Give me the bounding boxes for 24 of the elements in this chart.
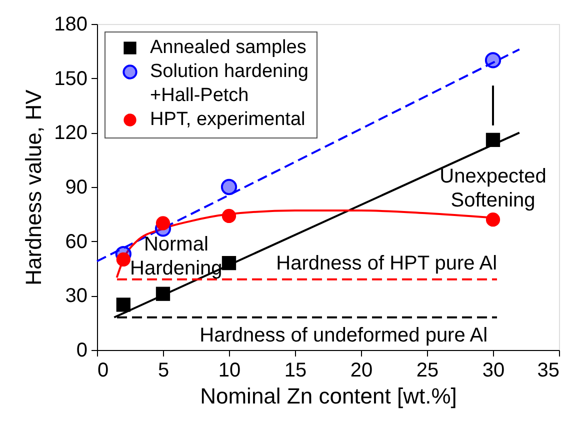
y-tick-label: 120 <box>54 122 88 144</box>
x-tick-label: 10 <box>218 360 241 382</box>
annotation: Unexpected Softening <box>440 165 546 212</box>
y-axis-title: Hardness value, HV <box>21 89 46 286</box>
x-tick-label: 20 <box>350 360 373 382</box>
y-tick-label: 0 <box>76 340 88 362</box>
y-tick-label: 180 <box>54 14 88 36</box>
x-tick-label: 5 <box>158 360 170 382</box>
y-tick-label: 150 <box>54 68 88 90</box>
y-tick-label: 90 <box>65 176 88 198</box>
y-tick-label: 60 <box>65 230 88 253</box>
x-tick-label: 0 <box>98 360 109 382</box>
annotation: Hardness of undeformed pure Al <box>200 324 488 346</box>
legend-label: Annealed samples <box>150 37 306 58</box>
annotation: Hardness of HPT pure Al <box>276 252 498 274</box>
annotation: Normal Hardening <box>130 234 222 280</box>
x-tick-label: 35 <box>537 360 560 382</box>
x-tick-label: 30 <box>482 360 505 382</box>
legend-label: HPT, experimental <box>150 109 306 130</box>
x-axis-title: Nominal Zn content [wt.%] <box>200 384 457 408</box>
x-tick-label: 15 <box>284 360 307 382</box>
legend-label: Solution hardening +Hall-Petch <box>150 61 308 106</box>
x-tick-label: 25 <box>416 360 439 382</box>
y-tick-label: 30 <box>65 285 88 308</box>
